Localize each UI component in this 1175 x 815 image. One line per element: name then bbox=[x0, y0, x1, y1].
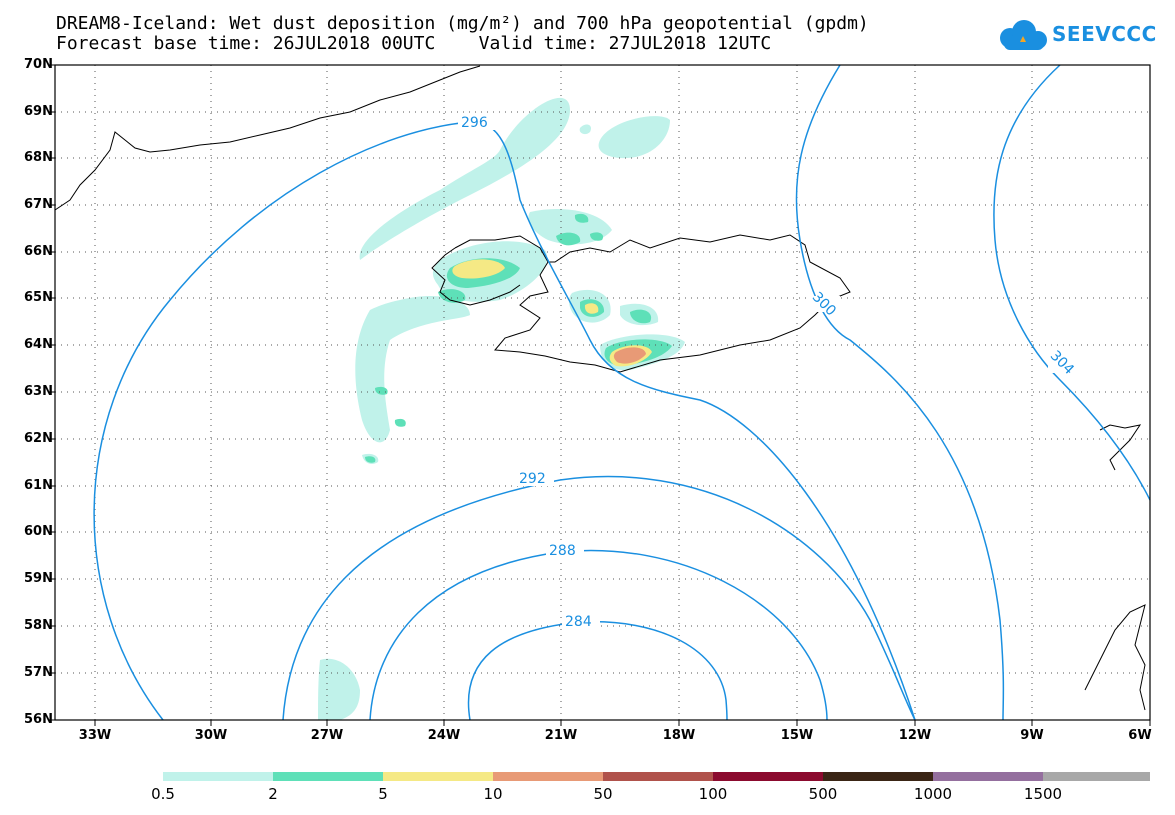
svg-text:284: 284 bbox=[565, 614, 592, 630]
colorbar-swatch bbox=[933, 772, 1043, 781]
lat-label: 64N bbox=[24, 337, 53, 352]
lat-label: 67N bbox=[24, 197, 53, 212]
colorbar-swatch bbox=[603, 772, 713, 781]
svg-text:304: 304 bbox=[1047, 348, 1077, 378]
colorbar-label: 5 bbox=[378, 785, 388, 803]
svg-text:292: 292 bbox=[519, 471, 546, 487]
colorbar-swatch bbox=[1043, 772, 1150, 781]
colorbar-label: 0.5 bbox=[151, 785, 175, 803]
lat-label: 60N bbox=[24, 524, 53, 539]
coastlines bbox=[54, 65, 1146, 711]
geopotential-contours bbox=[93, 64, 1151, 721]
svg-text:300: 300 bbox=[809, 289, 839, 319]
colorbar-swatch bbox=[823, 772, 933, 781]
svg-text:296: 296 bbox=[461, 115, 488, 131]
colorbar-swatch bbox=[273, 772, 383, 781]
svg-text:288: 288 bbox=[549, 543, 576, 559]
lon-label: 6W bbox=[1128, 728, 1152, 743]
logo-text: SEEVCCC bbox=[1052, 22, 1157, 46]
lat-label: 63N bbox=[24, 384, 53, 399]
lon-label: 27W bbox=[310, 728, 344, 743]
colorbar-label: 500 bbox=[808, 785, 838, 803]
colorbar-swatch bbox=[383, 772, 493, 781]
lon-label: 18W bbox=[662, 728, 696, 743]
lon-label: 24W bbox=[427, 728, 461, 743]
lat-label: 61N bbox=[24, 478, 53, 493]
colorbar-label: 2 bbox=[268, 785, 278, 803]
contour-labels: 296 300 304 292 288 284 bbox=[458, 114, 1078, 630]
lon-label: 9W bbox=[1020, 728, 1044, 743]
seevccc-logo bbox=[1000, 20, 1047, 50]
lat-label: 70N bbox=[24, 57, 53, 72]
lon-label: 12W bbox=[898, 728, 932, 743]
lon-label: 15W bbox=[780, 728, 814, 743]
lat-label: 57N bbox=[24, 665, 53, 680]
lat-label: 66N bbox=[24, 244, 53, 259]
colorbar-swatch bbox=[163, 772, 273, 781]
colorbar-swatch bbox=[493, 772, 603, 781]
lat-label: 65N bbox=[24, 290, 53, 305]
lat-label: 56N bbox=[24, 712, 53, 727]
lon-label: 30W bbox=[194, 728, 228, 743]
dust-deposition-shading bbox=[318, 97, 685, 720]
lat-label: 58N bbox=[24, 618, 53, 633]
lat-label: 62N bbox=[24, 431, 53, 446]
graticule bbox=[55, 65, 1150, 720]
map-subtitle: Forecast base time: 26JUL2018 00UTC Vali… bbox=[56, 33, 772, 54]
lat-label: 68N bbox=[24, 150, 53, 165]
map-title: DREAM8-Iceland: Wet dust deposition (mg/… bbox=[56, 13, 869, 34]
lon-label: 21W bbox=[544, 728, 578, 743]
colorbar-label: 50 bbox=[593, 785, 613, 803]
axis-ticks bbox=[49, 64, 1151, 726]
lat-label: 69N bbox=[24, 104, 53, 119]
lat-label: 59N bbox=[24, 571, 53, 586]
colorbar-label: 1500 bbox=[1023, 785, 1063, 803]
colorbar-label: 10 bbox=[483, 785, 503, 803]
colorbar-label: 100 bbox=[698, 785, 728, 803]
colorbar-swatch bbox=[713, 772, 823, 781]
colorbar-label: 1000 bbox=[913, 785, 953, 803]
lon-label: 33W bbox=[78, 728, 112, 743]
